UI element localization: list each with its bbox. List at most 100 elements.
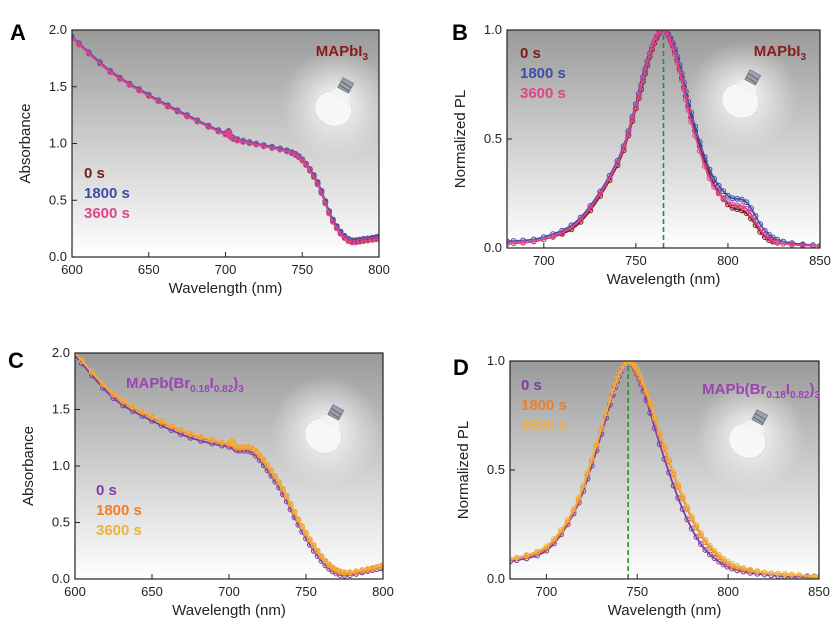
data-point — [295, 154, 302, 161]
y-tick-label: 1.0 — [49, 136, 67, 151]
data-point — [738, 203, 745, 210]
data-point — [734, 563, 741, 569]
compound-text: I — [786, 381, 790, 398]
data-point — [194, 118, 201, 125]
data-area — [507, 30, 820, 248]
series-line — [507, 30, 820, 247]
data-point — [796, 572, 803, 579]
data-point — [307, 167, 313, 174]
series-line — [75, 353, 383, 574]
light-bulb-icon — [271, 375, 382, 486]
data-point — [670, 469, 677, 476]
data-point — [256, 452, 263, 458]
data-point — [303, 162, 310, 169]
y-tick-label: 1.0 — [484, 22, 502, 37]
data-point — [711, 547, 718, 554]
data-point — [644, 60, 651, 66]
data-point — [310, 174, 317, 181]
data-point — [674, 59, 681, 66]
x-tick-label: 800 — [717, 253, 739, 268]
y-tick-label: 0.5 — [49, 192, 67, 207]
data-point — [696, 148, 703, 154]
legend-entry: 3600 s — [520, 85, 566, 102]
data-point — [155, 98, 162, 105]
compound-text: ) — [233, 375, 238, 392]
data-point — [174, 108, 181, 115]
series-3600s — [72, 35, 379, 246]
data-point — [260, 456, 267, 463]
data-point — [716, 552, 722, 558]
data-point — [558, 527, 564, 533]
y-tick-label: 1.5 — [49, 79, 67, 94]
data-point — [283, 493, 290, 499]
data-point — [607, 397, 613, 404]
legend: 0 s 1800 s 3600 s — [96, 482, 142, 539]
x-axis-label: Wavelength (nm) — [169, 280, 283, 297]
data-point — [341, 235, 348, 242]
data-point — [804, 573, 810, 579]
panel-a: 600 650 700 750 800 0.0 0.5 1.0 1.5 2.0 Wavelength… — [10, 20, 392, 297]
data-point — [149, 413, 155, 420]
compound-text: I — [210, 375, 214, 392]
compound-label: MAPb(Br0.18I0.82)3 — [702, 381, 820, 401]
data-point — [376, 235, 379, 242]
compound-subscript: 3 — [814, 390, 820, 401]
data-point — [649, 44, 655, 50]
data-point — [688, 118, 694, 125]
data-point — [766, 231, 772, 238]
data-point — [534, 548, 540, 555]
data-point — [360, 238, 367, 245]
x-tick-label: 600 — [61, 262, 83, 277]
legend: 0 s 1800 s 3600 s — [520, 45, 566, 102]
data-point — [706, 175, 713, 182]
data-point — [646, 51, 653, 58]
data-point — [702, 537, 709, 543]
data-point — [780, 240, 787, 247]
data-point — [307, 536, 313, 543]
data-point — [647, 400, 654, 406]
data-point — [145, 92, 152, 99]
y-tick-label: 0.5 — [52, 515, 70, 530]
y-tick-label: 2.0 — [49, 22, 67, 37]
data-point — [603, 410, 609, 416]
data-point — [229, 437, 236, 443]
y-axis-label: Normalized PL — [455, 421, 472, 519]
x-tick-label: 750 — [295, 584, 317, 599]
compound-label: MAPbI3 — [316, 43, 369, 63]
compound-subscript: 3 — [362, 52, 368, 63]
legend-entry: 0 s — [520, 45, 541, 62]
data-point — [268, 467, 275, 474]
series-3600s — [507, 30, 820, 248]
y-tick-label: 0.0 — [49, 249, 67, 264]
data-point — [198, 433, 204, 440]
data-point — [635, 93, 642, 99]
data-point — [810, 242, 816, 248]
data-point — [253, 448, 259, 454]
data-point — [356, 238, 363, 245]
data-point — [246, 140, 253, 147]
data-point — [550, 233, 556, 240]
data-point — [264, 462, 271, 468]
x-tick-label: 650 — [141, 584, 163, 599]
data-point — [205, 123, 212, 130]
data-point — [711, 184, 717, 190]
data-point — [330, 218, 336, 225]
data-point — [643, 388, 650, 395]
y-tick-label: 1.0 — [52, 458, 70, 473]
legend-entry: 0 s — [96, 482, 117, 499]
y-axis-label: Normalized PL — [452, 90, 469, 188]
data-point — [640, 76, 646, 83]
x-axis-label: Wavelength (nm) — [608, 602, 722, 619]
legend-entry: 0 s — [84, 165, 105, 182]
data-point — [260, 143, 267, 150]
legend-entry: 1800 s — [521, 397, 567, 414]
legend-entry: 3600 s — [96, 522, 142, 539]
data-point — [656, 441, 663, 448]
data-point — [107, 69, 114, 75]
compound-subscript: 3 — [238, 384, 244, 395]
light-bulb-icon — [695, 380, 806, 491]
data-point — [564, 517, 571, 523]
data-point — [606, 175, 613, 181]
data-point — [768, 570, 775, 577]
